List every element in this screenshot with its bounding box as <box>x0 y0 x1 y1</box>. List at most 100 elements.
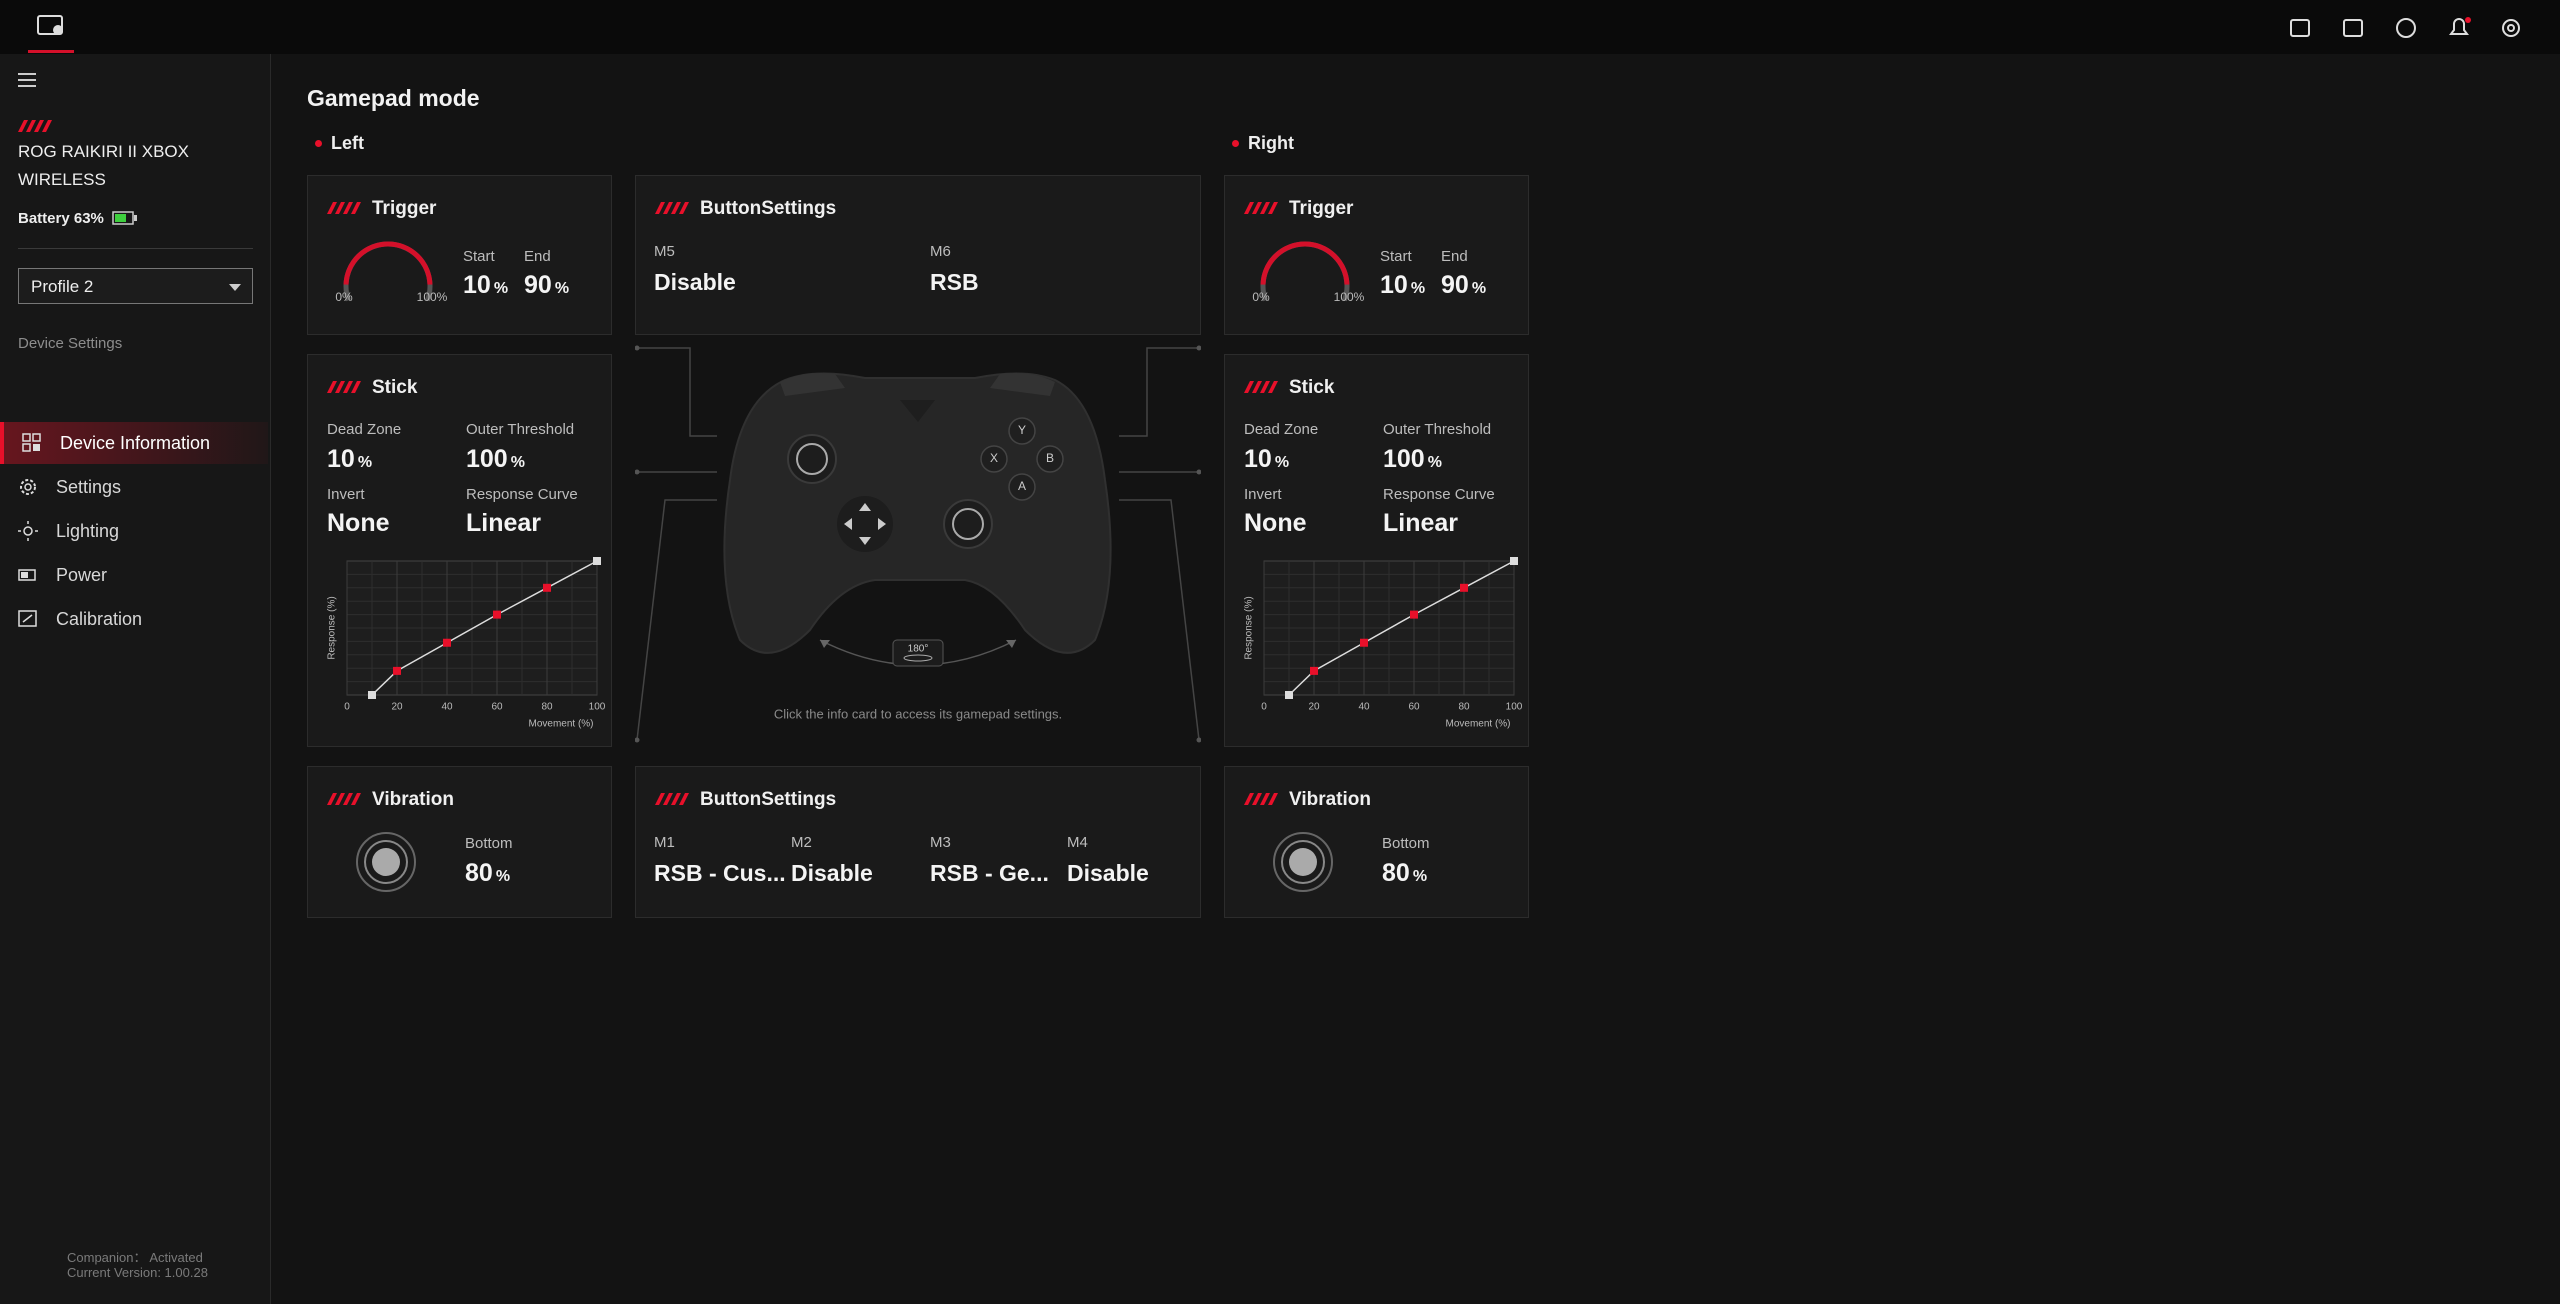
version: Current Version: 1.00.28 <box>67 1265 208 1280</box>
card-icon <box>327 381 361 393</box>
value-number: 100 <box>1383 445 1425 473</box>
value-unit: % <box>1471 280 1487 297</box>
top-bar <box>0 0 2560 54</box>
card-title: ButtonSettings <box>700 198 837 219</box>
stick-card[interactable]: Stick Dead Zone 10% Outer Threshold 100% Inve… <box>1224 354 1529 747</box>
battery-icon <box>112 211 137 225</box>
value-unit: % <box>1412 868 1428 885</box>
card-title: ButtonSettings <box>700 789 837 810</box>
end-label: End <box>1441 248 1468 265</box>
vibration-ring <box>356 832 416 892</box>
y-axis-label: Response (%) <box>327 596 338 659</box>
card-icon <box>327 202 361 214</box>
stick-card[interactable]: Stick Dead Zone 10% Outer Threshold 100% Inve… <box>307 354 612 747</box>
profile-dropdown[interactable]: Profile 2 <box>18 268 253 304</box>
card-graphic <box>1273 832 1333 892</box>
curve-endpoint <box>1510 557 1518 565</box>
value-unit: % <box>1274 454 1290 471</box>
nav-icon <box>20 479 36 495</box>
value-number: 80 <box>465 859 493 887</box>
value-number: 90 <box>524 271 552 299</box>
value-number: 10 <box>463 271 491 299</box>
curve-endpoint <box>368 691 376 699</box>
x-tick-label: 40 <box>441 702 453 713</box>
gauge-max-label: 100% <box>417 290 448 304</box>
nav-item[interactable]: Settings <box>0 466 268 508</box>
vibration-card[interactable]: Vibration Bottom 80% <box>307 766 612 918</box>
card-title: Trigger <box>1289 198 1354 219</box>
rotate-label: 180° <box>908 644 929 655</box>
value: 10% <box>463 271 508 300</box>
button-value: RSB - Ge... <box>930 860 1049 886</box>
value-number: 80 <box>1382 859 1410 887</box>
x-tick-label: 20 <box>1308 702 1320 713</box>
device-name: ROG RAIKIRI II XBOX WIRELESS <box>18 142 189 189</box>
card-icon <box>1244 202 1278 214</box>
nav-item[interactable]: Device Information <box>0 422 268 464</box>
nav-icon <box>18 521 38 541</box>
section-label: Device Settings <box>18 335 123 352</box>
button-settings-card[interactable]: ButtonSettings M1 RSB - Cus... M2 Disable M3 R… <box>635 766 1201 918</box>
dead-zone-label: Dead Zone <box>1244 421 1319 438</box>
start-label: Start <box>463 248 495 265</box>
x-tick-label: 80 <box>1458 702 1470 713</box>
curve-point <box>1410 610 1418 619</box>
curve-point <box>493 610 501 619</box>
hint: Click the info card to access its gamepa… <box>774 706 1062 721</box>
icon-1[interactable] <box>2290 19 2310 37</box>
card-title: Stick <box>372 377 418 398</box>
curve-line <box>1288 560 1515 696</box>
button-label: X <box>990 451 998 465</box>
button-label: M3 <box>930 834 951 851</box>
invert-label: Invert <box>327 486 365 503</box>
gauge-min-label: 0% <box>335 290 353 304</box>
trigger-card[interactable]: Trigger 0% 100% Start 10% End 90% <box>307 175 612 335</box>
nav-item[interactable]: Calibration <box>0 598 268 640</box>
value-unit: % <box>554 280 570 297</box>
start-label: Start <box>1380 248 1412 265</box>
nav-item[interactable]: Power <box>0 554 268 596</box>
companion-status: Companion： Activated <box>67 1250 203 1265</box>
icon-3[interactable] <box>2396 18 2416 38</box>
icon-2[interactable] <box>2343 19 2363 37</box>
nav-item[interactable]: Lighting <box>0 510 268 552</box>
invert-label: Invert <box>1244 486 1282 503</box>
curve-point <box>443 638 451 647</box>
x-tick-label: 20 <box>391 702 403 713</box>
controller-view: Y X B A 180° Click the info card to acce… <box>635 345 1201 743</box>
menu-button[interactable] <box>18 72 38 88</box>
value-number: 10 <box>1244 445 1272 473</box>
rog-logo <box>18 120 52 132</box>
curve-point <box>1360 638 1368 647</box>
gauge-range <box>1260 241 1350 285</box>
button-label: M5 <box>654 243 675 260</box>
button-settings-card[interactable]: ButtonSettings M5 Disable M6 RSB <box>635 175 1201 335</box>
vibration-ring <box>1273 832 1333 892</box>
button-label: M4 <box>1067 834 1088 851</box>
vibration-ring <box>1281 840 1325 884</box>
trigger-card[interactable]: Trigger 0% 100% Start 10% End 90% <box>1224 175 1529 335</box>
nav-icon <box>22 433 41 452</box>
vibration-card[interactable]: Vibration Bottom 80% <box>1224 766 1529 918</box>
x-axis-label: Movement (%) <box>1445 719 1510 730</box>
card-icon <box>655 793 689 805</box>
value-number: 90 <box>1441 271 1469 299</box>
curve-value: Linear <box>1383 509 1459 537</box>
app-icon[interactable] <box>28 0 74 54</box>
side-dot <box>1232 140 1239 147</box>
icon-4[interactable] <box>2449 18 2469 35</box>
value: 10% <box>1380 271 1425 300</box>
icon-5[interactable] <box>2502 19 2520 37</box>
card-title: Vibration <box>1289 789 1371 810</box>
y-axis-label: Response (%) <box>1244 596 1255 659</box>
curve-label: Response Curve <box>1383 486 1495 503</box>
button-value: Disable <box>1067 860 1149 886</box>
side-label: Right <box>1248 133 1294 153</box>
gauge-range <box>343 241 433 285</box>
value-number: 100 <box>466 445 508 473</box>
nav-icon <box>18 569 36 581</box>
value-unit: % <box>510 454 525 471</box>
card-icon <box>1244 793 1278 805</box>
nav-label: Power <box>56 564 108 585</box>
